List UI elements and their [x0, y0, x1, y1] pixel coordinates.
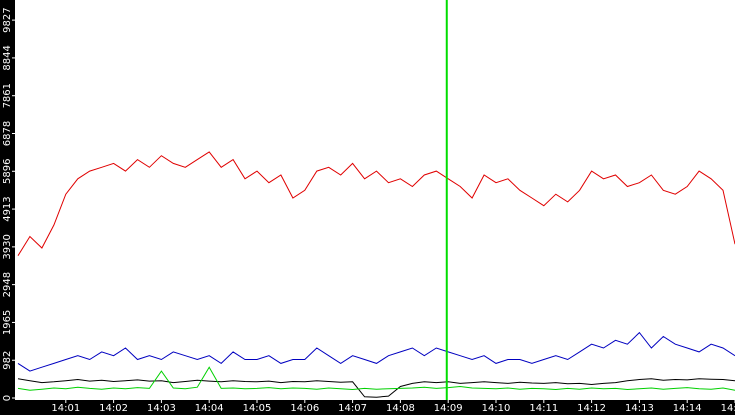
x-tick-label: 14:04	[195, 403, 224, 414]
y-tick-label: 2948	[2, 272, 13, 297]
series-line	[17, 366, 735, 391]
x-tick-label: 14:07	[338, 403, 367, 414]
series-line	[17, 331, 735, 372]
y-tick-label: 0	[2, 395, 13, 401]
x-tick-label: 14:10	[482, 403, 511, 414]
y-tick-label: 5896	[2, 159, 13, 184]
x-tick-label: 14:06	[290, 403, 319, 414]
x-axis-strip	[0, 400, 735, 415]
x-tick-label: 14:05	[243, 403, 272, 414]
y-tick-label: 1965	[2, 310, 13, 335]
y-tick-label: 7861	[2, 83, 13, 108]
y-tick-label: 9827	[2, 7, 13, 32]
y-tick-label: 8844	[2, 45, 13, 70]
x-tick-label: 14:03	[147, 403, 176, 414]
x-tick-label: 14:09	[434, 403, 463, 414]
x-tick-label: 14:15	[721, 403, 735, 414]
y-tick-label: 982	[2, 351, 13, 370]
series-line	[17, 151, 735, 256]
x-tick-label: 14:01	[51, 403, 80, 414]
y-tick-label: 4913	[2, 196, 13, 221]
x-tick-label: 14:08	[386, 403, 415, 414]
y-tick-label: 3930	[2, 234, 13, 259]
x-tick-label: 14:12	[577, 403, 606, 414]
x-tick-label: 14:02	[99, 403, 128, 414]
x-tick-label: 14:13	[625, 403, 654, 414]
x-tick-label: 14:11	[529, 403, 558, 414]
x-tick-label: 14:14	[673, 403, 702, 414]
y-axis-strip	[0, 0, 15, 415]
y-tick-label: 6878	[2, 121, 13, 146]
series-line	[17, 378, 735, 398]
